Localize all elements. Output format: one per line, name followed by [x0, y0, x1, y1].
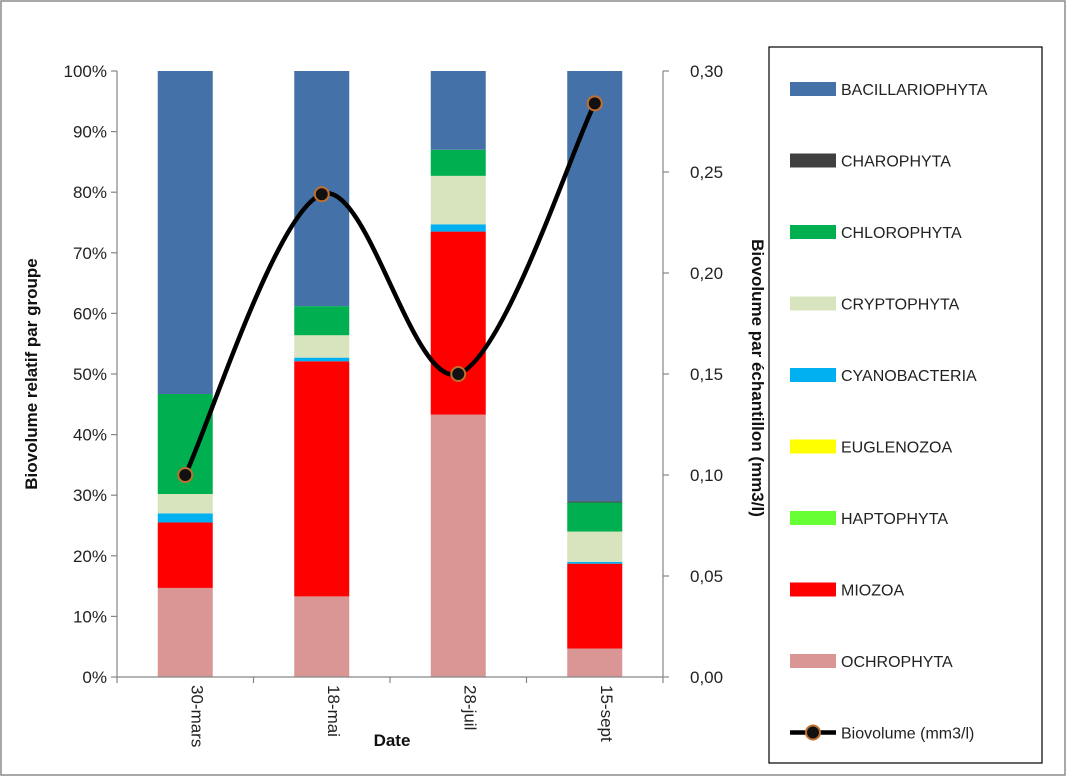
y2-tick-label: 0,05: [690, 567, 723, 586]
legend-swatch-haptophyta: [790, 511, 836, 525]
y2-tick-label: 0,15: [690, 365, 723, 384]
biovolume-point-18-mai: [313, 186, 330, 203]
bar-bacillariophyta-30-mars: [157, 71, 213, 394]
legend-label-cryptophyta: CRYPTOPHYTA: [841, 297, 960, 314]
y-tick-label: 60%: [73, 304, 107, 323]
bar-cryptophyta-18-mai: [294, 335, 350, 358]
axes-layer: 0% 10% 20% 30% 40% 50% 60% 70% 80% 90% 100% 0,00 0,0…: [64, 62, 724, 747]
y2-tick-label: 0,20: [690, 264, 723, 283]
legend-swatch-euglenozoa: [790, 439, 836, 454]
y-axis-title: Biovolume relatif par groupe: [22, 258, 41, 489]
y-tick-label: 100%: [64, 62, 107, 81]
y-tick-label: 90%: [73, 123, 107, 142]
bar-charophyta-15-sept: [567, 501, 623, 503]
bar-miozoa-28-juil: [430, 231, 486, 415]
bars-layer: [157, 71, 623, 677]
y2-tick-label: 0,30: [690, 62, 723, 81]
y-tick-label: 50%: [73, 365, 107, 384]
biovolume-point-30-mars: [177, 467, 194, 483]
y2-axis-title: Biovolume par échantillon (mm3/l): [748, 239, 767, 517]
line-layer: [177, 95, 603, 483]
legend-swatch-miozoa: [790, 582, 836, 597]
y2-tick-label: 0,00: [690, 668, 723, 687]
y-tick-label: 0%: [82, 668, 107, 687]
legend-label-cyanobacteria: CYANOBACTERIA: [841, 368, 977, 385]
x-tick-label: 28-juil: [460, 685, 479, 730]
y-tick-label: 70%: [73, 244, 107, 263]
legend-label-charophyta: CHAROPHYTA: [841, 154, 951, 171]
legend-swatch-cryptophyta: [790, 296, 836, 311]
legend-label-haptophyta: HAPTOPHYTA: [841, 511, 948, 528]
bar-chlorophyta-28-juil: [430, 149, 486, 176]
y-tick-label: 80%: [73, 183, 107, 202]
bar-cryptophyta-30-mars: [157, 493, 213, 514]
bar-miozoa-18-mai: [294, 361, 350, 597]
biovolume-point-28-juil: [450, 366, 467, 382]
bar-ochrophyta-28-juil: [430, 414, 486, 677]
y-tick-label: 40%: [73, 426, 107, 445]
biovolume-line: [183, 102, 597, 476]
bar-cyanobacteria-18-mai: [294, 357, 350, 362]
y-tick-label: 10%: [73, 607, 107, 626]
legend: BACILLARIOPHYTA CHAROPHYTA CHLOROPHYTA CRYP…: [790, 82, 988, 743]
bar-cyanobacteria-30-mars: [157, 513, 213, 523]
biovolume-point-15-sept: [586, 95, 603, 112]
legend-label-chlorophyta: CHLOROPHYTA: [841, 225, 962, 242]
bar-cyanobacteria-15-sept: [567, 561, 623, 564]
legend-label-biovolume: Biovolume (mm3/l): [841, 726, 974, 743]
bar-ochrophyta-15-sept: [567, 648, 623, 677]
legend-swatch-chlorophyta: [790, 225, 836, 239]
y-tick-label: 30%: [73, 486, 107, 505]
bar-cryptophyta-28-juil: [430, 175, 486, 225]
y-tick-label: 20%: [73, 547, 107, 566]
bar-bacillariophyta-15-sept: [567, 71, 623, 502]
y2-tick-label: 0,25: [690, 163, 723, 182]
bar-chlorophyta-18-mai: [294, 306, 350, 336]
x-tick-label: 15-sept: [597, 685, 616, 742]
legend-swatch-cyanobacteria: [790, 368, 836, 382]
bar-bacillariophyta-28-juil: [430, 71, 486, 150]
bar-cyanobacteria-28-juil: [430, 224, 486, 232]
bar-miozoa-30-mars: [157, 522, 213, 588]
legend-label-ochrophyta: OCHROPHYTA: [841, 654, 953, 671]
x-tick-label: 30-mars: [187, 685, 206, 747]
x-tick-label: 18-mai: [324, 685, 343, 737]
legend-label-bacillariophyta: BACILLARIOPHYTA: [841, 82, 988, 99]
bar-cryptophyta-15-sept: [567, 531, 623, 562]
bar-miozoa-15-sept: [567, 563, 623, 649]
legend-swatch-charophyta: [790, 153, 836, 168]
legend-label-miozoa: MIOZOA: [841, 583, 904, 600]
legend-label-euglenozoa: EUGLENOZOA: [841, 440, 952, 457]
legend-swatch-bacillariophyta: [790, 82, 836, 96]
bar-ochrophyta-18-mai: [294, 596, 350, 677]
y2-tick-label: 0,10: [690, 466, 723, 485]
x-axis-title: Date: [374, 731, 411, 750]
legend-marker-sample: [805, 724, 821, 741]
bar-chlorophyta-15-sept: [567, 502, 623, 532]
legend-swatch-ochrophyta: [790, 654, 836, 668]
bar-ochrophyta-30-mars: [157, 587, 213, 677]
